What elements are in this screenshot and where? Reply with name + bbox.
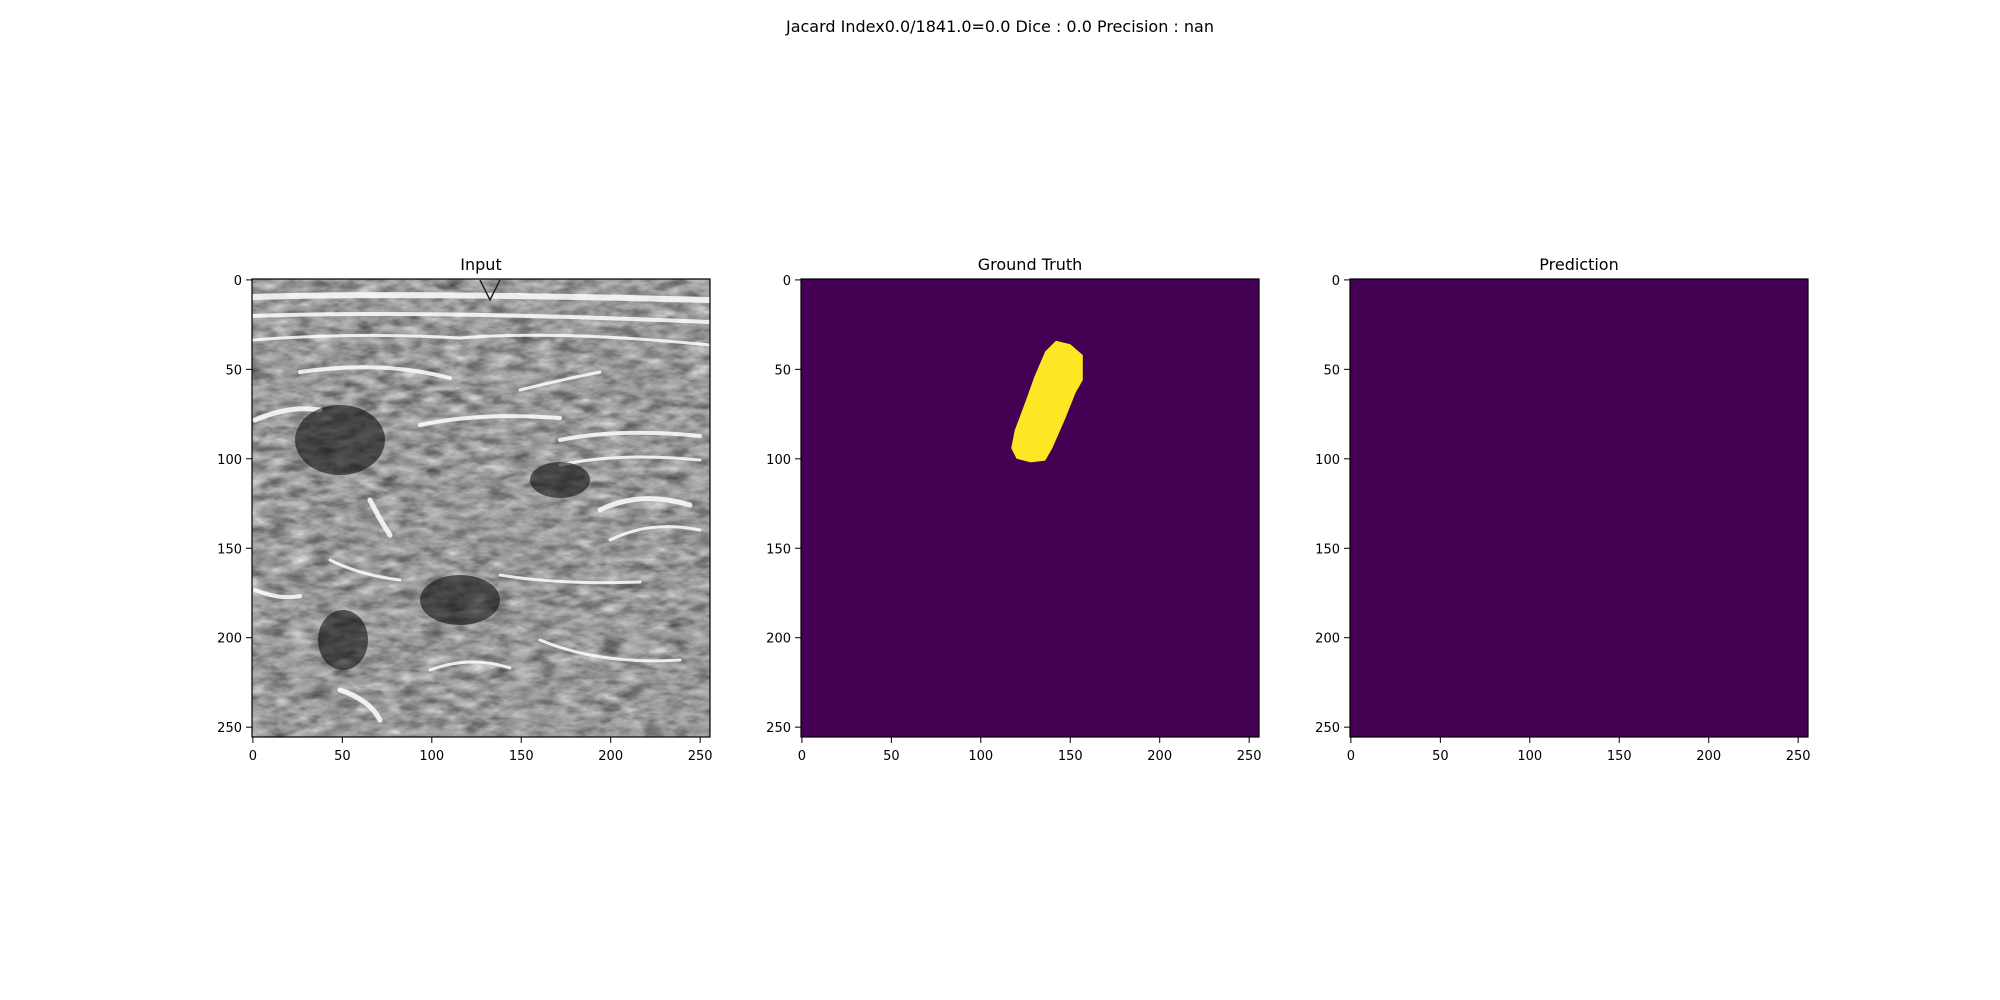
x-tick-label-prediction-3: 150: [1607, 749, 1632, 764]
y-tick-label-input-0: 0: [234, 274, 242, 289]
axes-frame-prediction: [1349, 278, 1809, 738]
panel-input: Input: [251, 255, 711, 738]
y-tick-label-input-1: 50: [225, 363, 242, 378]
x-tick-label-prediction-4: 200: [1696, 749, 1721, 764]
x-tick-label-ground-truth-4: 200: [1147, 749, 1172, 764]
x-tick-label-ground-truth-3: 150: [1058, 749, 1083, 764]
panel-title-input: Input: [460, 255, 501, 274]
x-tick-label-input-0: 0: [249, 749, 257, 764]
y-tick-label-prediction-2: 100: [1315, 453, 1340, 468]
x-tick-label-input-4: 200: [598, 749, 623, 764]
y-tick-label-ground-truth-5: 250: [766, 721, 791, 736]
figure-suptitle: Jacard Index0.0/1841.0=0.0 Dice : 0.0 Pr…: [785, 17, 1214, 36]
mask-background-ground-truth: [801, 279, 1259, 737]
panel-title-ground-truth: Ground Truth: [978, 255, 1083, 274]
axes-frame-ground-truth: [800, 278, 1260, 738]
x-tick-label-prediction-2: 100: [1517, 749, 1542, 764]
x-tick-label-ground-truth-0: 0: [798, 749, 806, 764]
y-tick-label-prediction-3: 150: [1315, 542, 1340, 557]
y-tick-label-input-2: 100: [217, 453, 242, 468]
panel-prediction: Prediction: [1349, 255, 1809, 738]
y-tick-label-prediction-5: 250: [1315, 721, 1340, 736]
y-tick-label-prediction-4: 200: [1315, 632, 1340, 647]
x-tick-label-ground-truth-1: 50: [883, 749, 900, 764]
y-tick-label-ground-truth-2: 100: [766, 453, 791, 468]
y-tick-label-ground-truth-4: 200: [766, 632, 791, 647]
panel-ground-truth: Ground Truth: [800, 255, 1260, 738]
y-tick-label-ground-truth-0: 0: [783, 274, 791, 289]
x-tick-label-ground-truth-5: 250: [1237, 749, 1262, 764]
x-tick-label-input-2: 100: [419, 749, 444, 764]
y-tick-label-input-3: 150: [217, 542, 242, 557]
x-tick-label-prediction-5: 250: [1786, 749, 1811, 764]
y-tick-label-ground-truth-3: 150: [766, 542, 791, 557]
x-tick-label-input-5: 250: [688, 749, 713, 764]
y-tick-label-input-4: 200: [217, 632, 242, 647]
y-tick-label-prediction-0: 0: [1332, 274, 1340, 289]
mask-region-ground-truth: [1011, 340, 1083, 463]
x-tick-label-prediction-1: 50: [1432, 749, 1449, 764]
mask-background-prediction: [1350, 279, 1808, 737]
y-tick-label-ground-truth-1: 50: [774, 363, 791, 378]
x-tick-label-input-1: 50: [334, 749, 351, 764]
x-tick-label-input-3: 150: [509, 749, 534, 764]
ticks-layer: 0 50 100 150 200 250 0 50 100 150 200 250 0 50 100 150 2…: [217, 274, 1810, 764]
y-tick-label-input-5: 250: [217, 721, 242, 736]
x-tick-label-ground-truth-2: 100: [968, 749, 993, 764]
y-tick-label-prediction-1: 50: [1323, 363, 1340, 378]
input-image: [252, 279, 710, 737]
x-tick-label-prediction-0: 0: [1347, 749, 1355, 764]
axes-frame-input: [251, 278, 711, 738]
panel-title-prediction: Prediction: [1539, 255, 1618, 274]
